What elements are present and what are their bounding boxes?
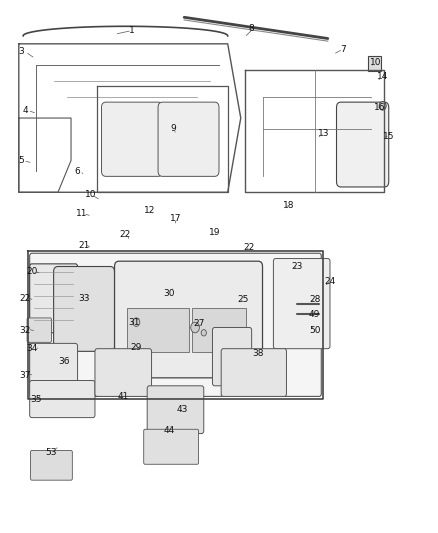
FancyBboxPatch shape: [192, 308, 246, 352]
FancyBboxPatch shape: [30, 264, 78, 333]
Text: 27: 27: [194, 319, 205, 328]
Circle shape: [133, 318, 140, 326]
Text: 6: 6: [74, 166, 81, 175]
Text: 12: 12: [144, 206, 155, 215]
Text: 22: 22: [244, 244, 255, 253]
FancyBboxPatch shape: [144, 429, 198, 464]
FancyBboxPatch shape: [30, 343, 78, 391]
Text: 22: 22: [20, 294, 31, 303]
FancyBboxPatch shape: [336, 102, 389, 187]
Text: 31: 31: [128, 318, 140, 327]
FancyBboxPatch shape: [53, 266, 115, 351]
FancyBboxPatch shape: [30, 381, 95, 418]
Text: 10: 10: [370, 58, 381, 67]
Circle shape: [191, 322, 199, 333]
Circle shape: [201, 329, 206, 336]
FancyBboxPatch shape: [95, 349, 152, 397]
FancyBboxPatch shape: [147, 386, 204, 433]
Text: 32: 32: [20, 326, 31, 335]
Text: 4: 4: [22, 106, 28, 115]
Text: 13: 13: [318, 130, 329, 139]
Text: 1: 1: [129, 26, 135, 35]
Text: 43: 43: [177, 405, 188, 414]
Text: 17: 17: [170, 214, 181, 223]
FancyBboxPatch shape: [27, 318, 51, 342]
Text: 23: 23: [292, 262, 303, 271]
Text: 7: 7: [340, 45, 346, 54]
Text: 34: 34: [26, 344, 38, 353]
Text: 33: 33: [78, 294, 90, 303]
Circle shape: [379, 102, 386, 110]
FancyBboxPatch shape: [158, 102, 219, 176]
Text: 29: 29: [131, 343, 142, 352]
Text: 20: 20: [26, 268, 38, 276]
Text: 50: 50: [309, 326, 321, 335]
Text: 3: 3: [18, 47, 24, 56]
Text: 53: 53: [46, 448, 57, 457]
Text: 30: 30: [163, 288, 175, 297]
FancyBboxPatch shape: [115, 261, 262, 378]
Text: 8: 8: [249, 25, 254, 34]
Text: 9: 9: [170, 124, 176, 133]
Text: 21: 21: [78, 241, 90, 250]
Text: 24: 24: [325, 277, 336, 286]
FancyBboxPatch shape: [368, 56, 381, 71]
Text: 44: 44: [163, 426, 175, 435]
Text: 49: 49: [309, 310, 321, 319]
Text: 41: 41: [117, 392, 129, 401]
Text: 25: 25: [237, 295, 249, 304]
Text: 18: 18: [283, 201, 294, 210]
FancyBboxPatch shape: [127, 308, 189, 352]
FancyBboxPatch shape: [221, 349, 286, 397]
FancyBboxPatch shape: [31, 450, 72, 480]
Text: 28: 28: [309, 295, 321, 304]
FancyBboxPatch shape: [102, 102, 162, 176]
Text: 37: 37: [20, 370, 31, 379]
FancyBboxPatch shape: [30, 253, 321, 397]
Text: 5: 5: [18, 156, 24, 165]
FancyBboxPatch shape: [273, 259, 330, 349]
Text: 19: 19: [209, 228, 220, 237]
FancyBboxPatch shape: [212, 327, 252, 386]
Text: 11: 11: [76, 209, 88, 218]
Text: 16: 16: [374, 103, 386, 112]
Text: 15: 15: [383, 132, 395, 141]
Text: 35: 35: [31, 394, 42, 403]
Text: 22: 22: [120, 230, 131, 239]
Text: 14: 14: [377, 72, 388, 81]
Text: 36: 36: [59, 358, 70, 367]
Text: 38: 38: [252, 350, 264, 359]
Text: 10: 10: [85, 190, 96, 199]
